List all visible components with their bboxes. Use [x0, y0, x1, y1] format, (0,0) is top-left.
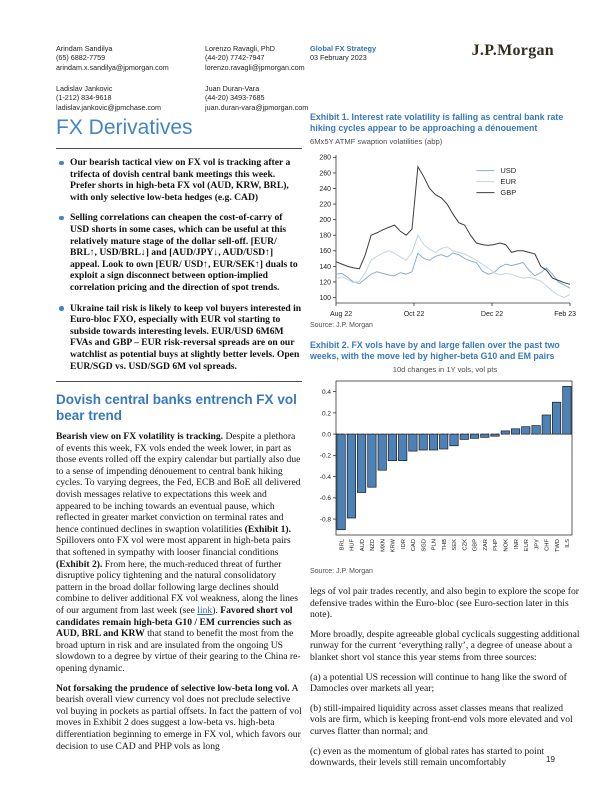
- contact-email: arindam.x.sandilya@jpmorgan.com: [56, 62, 169, 72]
- body-paragraph: Bearish view on FX volatility is trackin…: [56, 431, 301, 674]
- contact-phone: (65) 6882-7759: [56, 53, 106, 63]
- body-paragraph: legs of vol pair trades recently, and al…: [310, 586, 579, 621]
- svg-text:PLN: PLN: [432, 539, 438, 550]
- summary-bullet: Ukraine tail risk is likely to keep vol …: [56, 303, 302, 373]
- svg-text:EUR: EUR: [500, 177, 516, 186]
- svg-text:KRW: KRW: [391, 538, 397, 552]
- exhibit1-line-chart: 100 120 140 160 180 200 220 240 260 280 Aug 22 Oct …: [319, 155, 576, 318]
- contact-name: Ladislav Jankovic: [56, 84, 113, 93]
- body-paragraph: (b) still-impaired liquidity across asse…: [310, 702, 573, 737]
- page-number: 19: [546, 755, 555, 764]
- svg-text:280: 280: [319, 155, 331, 162]
- publication-block: Global FX Strategy 03 February 2023: [310, 44, 376, 63]
- svg-text:-0.6: -0.6: [320, 495, 332, 502]
- exhibit2-source: Source: J.P. Morgan: [310, 568, 373, 575]
- svg-text:ZAR: ZAR: [483, 539, 489, 551]
- svg-text:-0.4: -0.4: [320, 474, 332, 481]
- right-column: Exhibit 1. Interest rate volatility is f…: [310, 112, 580, 777]
- svg-text:240: 240: [319, 186, 331, 193]
- svg-text:-0.8: -0.8: [320, 516, 332, 523]
- exhibit1-source: Source: J.P. Morgan: [310, 322, 373, 329]
- title-divider: [56, 148, 302, 149]
- svg-text:140: 140: [319, 264, 331, 271]
- svg-text:CZK: CZK: [463, 539, 469, 551]
- svg-text:GBP: GBP: [500, 188, 516, 197]
- left-column: FX Derivatives Our bearish tactical view…: [56, 116, 302, 760]
- publication-date: 03 February 2023: [310, 53, 367, 63]
- svg-text:PHP: PHP: [493, 539, 499, 551]
- contact-email: ladislav.jankovic@jpmchase.com: [56, 102, 162, 112]
- jpmorgan-logo: J.P.Morgan: [471, 42, 554, 59]
- svg-text:0.2: 0.2: [322, 410, 331, 417]
- body-paragraph: (a) a potential US recession will contin…: [310, 671, 567, 695]
- contact-name: Arindam Sandilya: [56, 44, 113, 53]
- svg-text:SEK: SEK: [452, 539, 458, 551]
- contact-email: lorenzo.ravagli@jpmorgan.com: [205, 62, 305, 72]
- contact-phone: (1-212) 834-9618: [56, 93, 112, 103]
- summary-bullet: Selling correlations can cheapen the cos…: [56, 212, 302, 293]
- exhibit1-title: Exhibit 1. Interest rate volatility is f…: [310, 112, 564, 133]
- section-heading: Dovish central banks entrench FX vol bea…: [56, 392, 297, 423]
- svg-text:220: 220: [319, 201, 331, 208]
- svg-text:AUD: AUD: [360, 539, 366, 551]
- svg-text:Feb 23: Feb 23: [554, 311, 576, 318]
- contact-block-3: Ladislav Jankovic (1-212) 834-9618 ladis…: [56, 84, 161, 112]
- svg-text:180: 180: [319, 233, 331, 240]
- exhibit2-title: Exhibit 2. FX vols have by and large fal…: [310, 340, 560, 361]
- contact-phone: (44-20) 7742-7947: [205, 53, 265, 63]
- svg-text:CHF: CHF: [545, 539, 551, 551]
- body-paragraph: (c) even as the momentum of global rates…: [310, 745, 545, 769]
- svg-text:-0.2: -0.2: [320, 453, 332, 460]
- svg-text:HUF: HUF: [350, 539, 356, 551]
- svg-text:120: 120: [319, 279, 331, 286]
- contact-name: Lorenzo Ravagli, PhD: [205, 44, 275, 53]
- svg-text:200: 200: [319, 217, 331, 224]
- contact-block-1: Arindam Sandilya (65) 6882-7759 arindam.…: [56, 44, 169, 72]
- svg-text:NZD: NZD: [370, 539, 376, 551]
- svg-text:Oct 22: Oct 22: [404, 311, 425, 318]
- svg-text:NOK: NOK: [504, 539, 510, 552]
- svg-text:260: 260: [319, 170, 331, 177]
- inline-link[interactable]: link: [197, 605, 213, 616]
- body-paragraph: Not forsaking the prudence of selective …: [56, 682, 302, 752]
- body-paragraph: More broadly, despite agreeable global c…: [310, 628, 580, 663]
- svg-text:ILS: ILS: [565, 539, 571, 548]
- svg-text:CAD: CAD: [411, 539, 417, 551]
- svg-text:THB: THB: [442, 539, 448, 551]
- contact-email: juan.duran-vara@jpmorgan.com: [205, 102, 309, 112]
- page-title: FX Derivatives: [56, 116, 193, 139]
- svg-text:100: 100: [319, 295, 331, 302]
- summary-bullet: Our bearish tactical view on FX vol is t…: [56, 157, 302, 203]
- svg-text:USD: USD: [500, 166, 516, 175]
- svg-text:TWD: TWD: [555, 539, 561, 552]
- svg-text:JPY: JPY: [534, 539, 540, 550]
- summary-bullet-list: Our bearish tactical view on FX vol is t…: [56, 157, 302, 372]
- contact-name: Juan Duran-Vara: [205, 84, 260, 93]
- svg-text:Aug 22: Aug 22: [330, 311, 352, 318]
- contact-phone: (44-20) 3493-7685: [205, 93, 265, 103]
- svg-text:160: 160: [319, 248, 331, 255]
- svg-text:Dec 22: Dec 22: [481, 311, 503, 318]
- svg-text:INR: INR: [514, 539, 520, 549]
- publication-name: Global FX Strategy: [310, 44, 377, 53]
- svg-text:0.0: 0.0: [322, 432, 331, 439]
- svg-text:EUR: EUR: [524, 539, 530, 551]
- svg-text:IDR: IDR: [401, 539, 407, 549]
- contact-block-4: Juan Duran-Vara (44-20) 3493-7685 juan.d…: [205, 84, 308, 112]
- exhibit2-subtitle: 10d changes in 1Y vols, vol pts: [392, 365, 498, 374]
- svg-text:0.4: 0.4: [322, 389, 331, 396]
- svg-text:GBP: GBP: [473, 539, 479, 551]
- bullets-divider: [56, 381, 302, 383]
- svg-text:MXN: MXN: [380, 539, 386, 552]
- svg-text:BRL: BRL: [339, 538, 345, 550]
- contact-block-2: Lorenzo Ravagli, PhD (44-20) 7742-7947 l…: [205, 44, 305, 72]
- exhibit1-subtitle: 6Mx5Y ATMF swaption volatilities (abp): [310, 137, 443, 146]
- exhibit2-bar-chart: 0.4 0.2 0.0 -0.2 -0.4 -0.6 -0.8 BRL HUF AUD NZD MXN…: [320, 380, 573, 552]
- svg-text:SGD: SGD: [421, 539, 427, 552]
